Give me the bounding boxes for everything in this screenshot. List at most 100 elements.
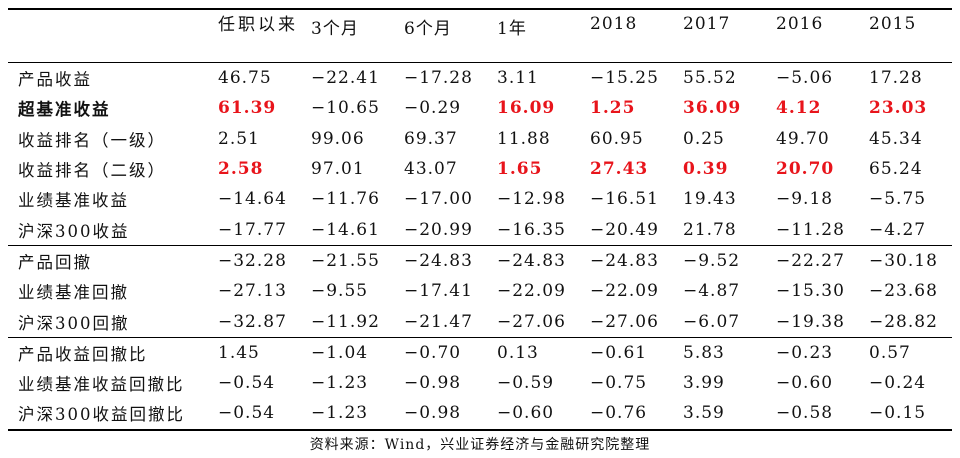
table-cell: 3.11: [497, 68, 539, 89]
table-cell: 2.58: [218, 159, 264, 180]
table-cell: −16.51: [590, 189, 659, 210]
table-cell: 97.01: [311, 159, 365, 180]
row-label: 业绩基准收益: [18, 191, 129, 211]
table-cell: −22.27: [772, 244, 865, 277]
table-cell: −17.00: [404, 189, 473, 210]
table-cell: 3.59: [679, 398, 772, 431]
table-row: 产品收益回撤比 1.45 −1.04 −0.70 0.13 −0.61 5.83 −0.23 0…: [8, 336, 952, 368]
table-cell: −0.15: [865, 398, 952, 431]
table-cell: −11.28: [776, 219, 845, 240]
table-cell: −20.99: [404, 219, 473, 240]
table-cell: −10.65: [311, 98, 380, 119]
table-cell: −16.35: [497, 219, 566, 240]
table-cell: 4.12: [776, 98, 822, 119]
table-cell: 43.07: [404, 159, 458, 180]
table-cell: 16.09: [497, 98, 556, 119]
table-cell: −17.41: [404, 281, 473, 302]
row-label: 收益排名（一级）: [18, 130, 166, 150]
table-cell: −24.83: [400, 244, 493, 277]
table-cell: −24.83: [586, 244, 679, 277]
table-cell: −19.38: [776, 311, 845, 332]
header-row: 任职以来 3个月 6个月 1年 2018 2017 2016 2015: [8, 8, 952, 63]
table-cell: −0.60: [493, 398, 586, 431]
header-1-year: 1年: [493, 8, 586, 63]
table-cell: −0.23: [772, 336, 865, 368]
table-cell: −15.25: [590, 68, 659, 89]
header-corner: [8, 8, 214, 63]
table-cell: 65.24: [869, 159, 923, 180]
table-cell: −27.06: [497, 311, 566, 332]
table-cell: 0.25: [683, 128, 725, 149]
row-label: 产品收益: [18, 70, 92, 90]
table-cell: −4.87: [683, 281, 741, 302]
table-cell: −27.13: [218, 281, 287, 302]
table-cell: −0.24: [869, 373, 927, 394]
table-cell: 5.83: [679, 336, 772, 368]
table-cell: −12.98: [497, 189, 566, 210]
row-label: 产品收益回撤比: [8, 336, 214, 368]
table-cell: 0.13: [493, 336, 586, 368]
table-cell: 21.78: [683, 219, 737, 240]
performance-table: 任职以来 3个月 6个月 1年 2018 2017 2016 2015 产品收益…: [8, 8, 952, 431]
table-cell: 55.52: [683, 68, 737, 89]
table-cell: −28.82: [869, 311, 938, 332]
table-cell: 20.70: [776, 159, 835, 180]
table-cell: 17.28: [869, 68, 923, 89]
table-cell: −24.83: [493, 244, 586, 277]
table-cell: 2.51: [218, 128, 260, 149]
table-cell: 69.37: [404, 128, 458, 149]
table-cell: −9.55: [311, 281, 369, 302]
table-cell: −4.27: [869, 219, 927, 240]
table-cell: −1.04: [307, 336, 400, 368]
table-row: 产品回撤 −32.28 −21.55 −24.83 −24.83 −24.83 −9.52−…: [8, 244, 952, 277]
table-cell: −0.98: [400, 398, 493, 431]
header-2017: 2017: [679, 8, 772, 63]
table-cell: −0.61: [586, 336, 679, 368]
table-cell: −0.75: [590, 373, 648, 394]
table-cell: −17.77: [218, 219, 287, 240]
table-cell: 36.09: [683, 98, 742, 119]
header-2016: 2016: [772, 8, 865, 63]
table-cell: −23.68: [869, 281, 938, 302]
table-cell: −1.23: [307, 398, 400, 431]
table-cell: −0.98: [404, 373, 462, 394]
row-label: 业绩基准回撤: [18, 283, 129, 303]
table-cell: 99.06: [311, 128, 365, 149]
table-cell: −5.06: [776, 68, 834, 89]
table-row: 沪深300收益回撤比 −0.54 −1.23 −0.98 −0.60 −0.76 3.59−…: [8, 398, 952, 431]
table-cell: 46.75: [218, 68, 272, 89]
row-label: 超基准收益: [18, 100, 111, 120]
table-cell: −0.58: [772, 398, 865, 431]
header-since-inception: 任职以来: [214, 8, 307, 63]
header-2018: 2018: [586, 8, 679, 63]
table-cell: −0.29: [404, 98, 462, 119]
table-cell: −32.87: [218, 311, 287, 332]
table-cell: −6.07: [683, 311, 741, 332]
table-cell: 11.88: [497, 128, 551, 149]
table-cell: 1.65: [497, 159, 543, 180]
table-cell: −9.52: [679, 244, 772, 277]
table-cell: −22.09: [590, 281, 659, 302]
table-row: 超基准收益 61.39 −10.65 −0.29 16.09 1.25 36.09 4.12 2…: [8, 93, 952, 123]
table-cell: −0.54: [214, 398, 307, 431]
header-3-months: 3个月: [307, 8, 400, 63]
table-cell: −9.18: [776, 189, 834, 210]
header-2015: 2015: [865, 8, 952, 63]
table-cell: −0.54: [218, 373, 276, 394]
table-cell: −30.18: [865, 244, 952, 277]
table-cell: 19.43: [683, 189, 737, 210]
table-cell: 0.57: [865, 336, 952, 368]
table-cell: −22.41: [311, 68, 380, 89]
table-row: 收益排名（二级） 2.58 97.01 43.07 1.65 27.43 0.39 20.70…: [8, 154, 952, 184]
table-cell: −14.64: [218, 189, 287, 210]
table-row: 业绩基准收益回撤比 −0.54 −1.23 −0.98 −0.59 −0.75 3.99 −0…: [8, 368, 952, 398]
source-note: 资料来源：Wind，兴业证券经济与金融研究院整理: [309, 437, 651, 453]
row-label: 沪深300收益回撤比: [8, 398, 214, 431]
table-body: 产品收益 46.75 −22.41 −17.28 3.11 −15.25 55.52 −5.0…: [8, 63, 952, 431]
table-cell: −1.23: [311, 373, 369, 394]
table-cell: 27.43: [590, 159, 649, 180]
table-cell: −32.28: [214, 244, 307, 277]
table-cell: −0.60: [776, 373, 834, 394]
table-cell: 1.45: [214, 336, 307, 368]
table-row: 业绩基准回撤 −27.13 −9.55 −17.41 −22.09 −22.09 −4.87…: [8, 276, 952, 306]
